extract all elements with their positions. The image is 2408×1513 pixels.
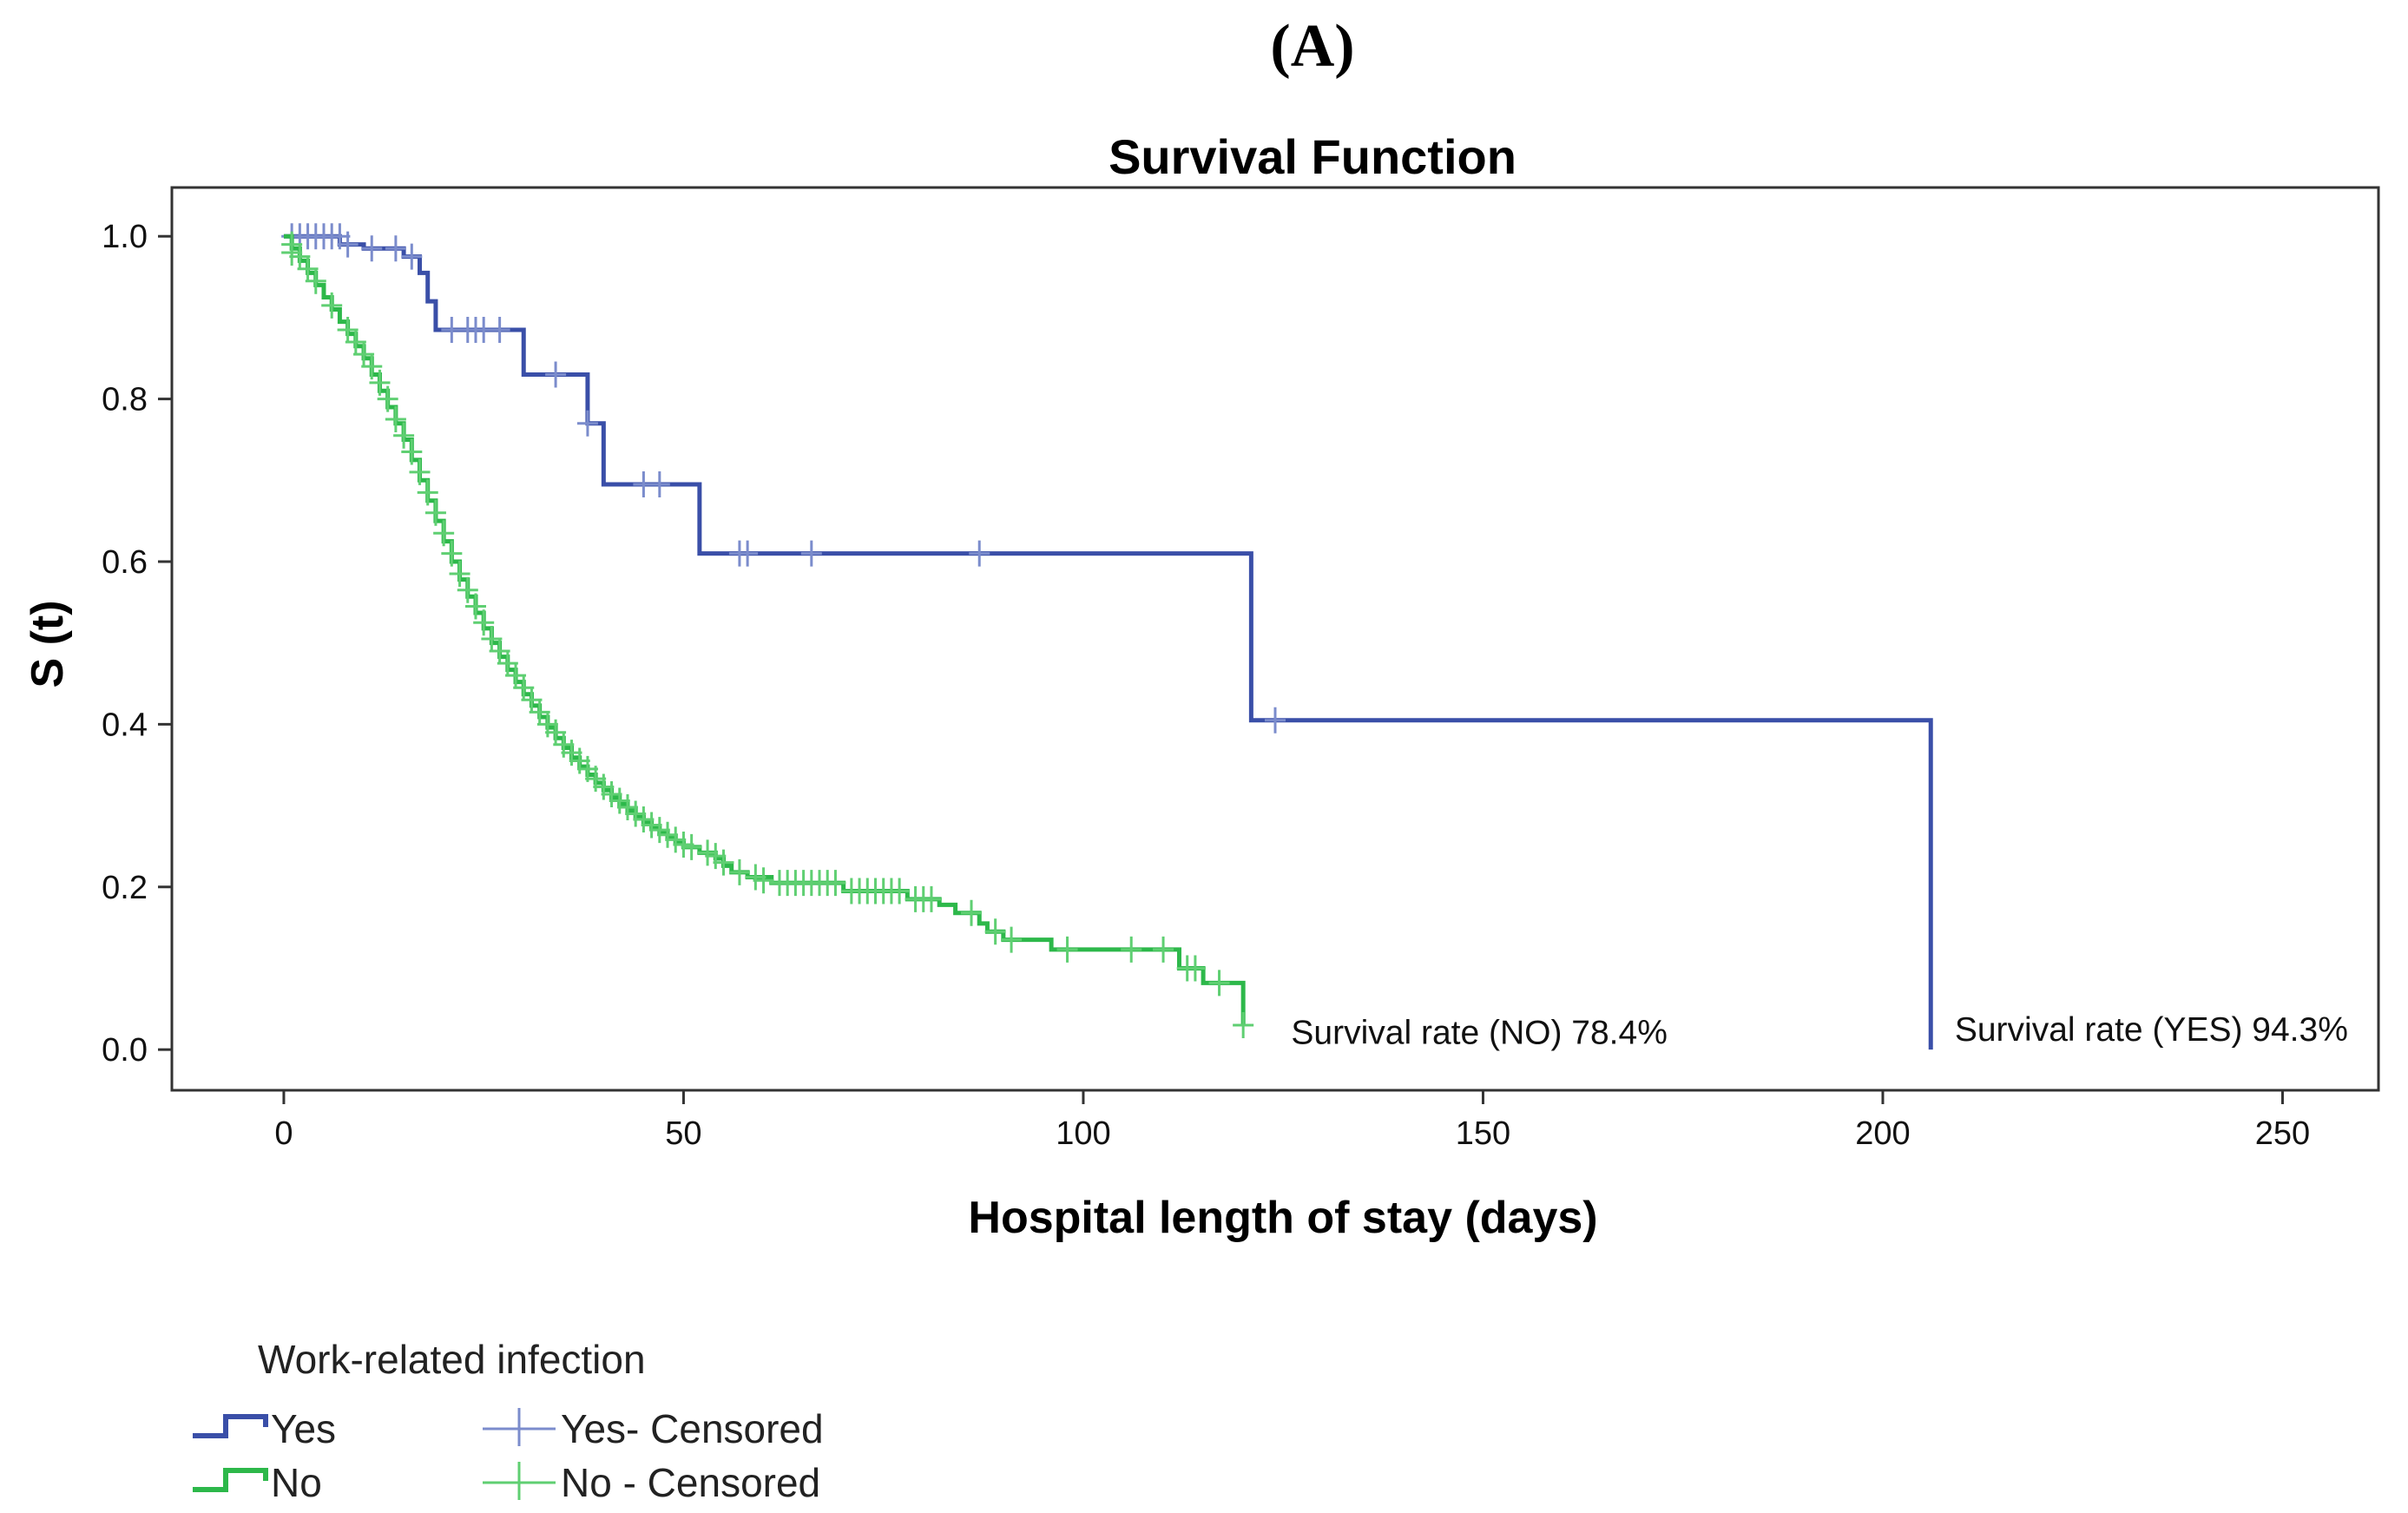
legend-swatch-censor — [483, 1462, 556, 1500]
censor-mark — [409, 458, 431, 485]
legend-swatch-censor — [483, 1408, 556, 1446]
censor-mark — [889, 878, 911, 905]
censor-mark — [489, 316, 510, 343]
y-axis-label: S (t) — [23, 600, 73, 687]
censor-mark — [576, 410, 598, 437]
legend-label: No — [271, 1460, 322, 1505]
censor-mark — [457, 576, 478, 603]
legend-entry-yes-censored: Yes- Censored — [483, 1406, 824, 1451]
censor-mark — [753, 867, 774, 894]
censor-mark — [449, 561, 470, 588]
series-group — [281, 223, 1933, 1050]
censor-mark — [728, 858, 750, 885]
censor-mark — [385, 406, 406, 433]
censor-mark — [1265, 707, 1286, 733]
censor-mark — [369, 369, 391, 396]
y-tick-label: 1.0 — [102, 219, 148, 255]
y-tick-label: 0.6 — [102, 544, 148, 581]
censor-mark — [984, 918, 1006, 945]
censor-mark — [1153, 936, 1174, 963]
panel-label: (A) — [1270, 13, 1354, 80]
censor-mark — [969, 540, 990, 567]
x-tick-label: 150 — [1456, 1115, 1510, 1152]
censor-mark — [321, 292, 343, 319]
x-axis-label: Hospital length of stay (days) — [968, 1193, 1597, 1243]
x-axis: 0 50 100 150 200 250 — [274, 1090, 2310, 1152]
x-tick-label: 250 — [2255, 1115, 2310, 1152]
censor-mark — [433, 520, 455, 547]
censor-mark — [305, 267, 326, 294]
censor-mark — [377, 385, 398, 412]
censor-mark — [648, 470, 670, 497]
y-tick-label: 0.8 — [102, 382, 148, 418]
legend-swatch-line — [193, 1414, 268, 1438]
censor-mark — [385, 235, 406, 262]
survival-rate-annotation: Survival rate (NO) 78.4% — [1291, 1015, 1667, 1052]
series-no — [281, 231, 1254, 1039]
censor-mark — [401, 243, 423, 270]
censor-mark — [424, 499, 446, 526]
censor-mark — [545, 361, 567, 388]
legend-swatch-line — [193, 1468, 268, 1492]
censor-mark — [473, 609, 495, 636]
censor-mark — [1233, 1012, 1254, 1039]
censor-mark — [464, 593, 486, 620]
legend-entry-yes: Yes — [193, 1406, 336, 1451]
censor-mark — [417, 479, 438, 506]
x-tick-label: 50 — [665, 1115, 701, 1152]
y-axis: 0.0 0.2 0.4 0.6 0.8 1.0 — [102, 219, 172, 1069]
legend-label: No - Censored — [561, 1460, 820, 1505]
censor-mark — [393, 422, 415, 449]
censor-mark — [1001, 926, 1023, 953]
censor-mark — [737, 540, 759, 567]
censor-mark — [1121, 936, 1142, 963]
censor-mark — [681, 833, 702, 860]
legend-label: Yes — [271, 1406, 336, 1451]
censor-mark — [361, 235, 383, 262]
y-tick-label: 0.0 — [102, 1032, 148, 1069]
y-tick-label: 0.2 — [102, 870, 148, 906]
legend-title: Work-related infection — [258, 1337, 646, 1382]
censor-mark — [1056, 936, 1078, 963]
censor-mark — [1184, 955, 1206, 982]
legend-entry-no-censored: No - Censored — [483, 1460, 820, 1505]
legend: Work-related infection Yes Yes- Censored N… — [193, 1337, 824, 1505]
x-tick-label: 100 — [1056, 1115, 1110, 1152]
survival-rate-annotation: Survival rate (YES) 94.3% — [1955, 1011, 2348, 1049]
censor-mark — [337, 231, 359, 258]
censor-mark — [401, 438, 423, 465]
censor-mark — [713, 849, 734, 876]
censor-mark — [825, 870, 846, 897]
censor-mark — [800, 540, 822, 567]
legend-entry-no: No — [193, 1460, 322, 1505]
censor-mark — [441, 540, 463, 567]
x-tick-label: 200 — [1855, 1115, 1910, 1152]
legend-label: Yes- Censored — [561, 1406, 824, 1451]
plot-frame — [170, 186, 2380, 1092]
censor-mark — [361, 353, 383, 380]
censor-mark — [920, 885, 942, 912]
censor-mark — [1208, 970, 1230, 997]
y-tick-label: 0.4 — [102, 707, 148, 743]
chart-title: Survival Function — [1109, 129, 1517, 184]
annotations-group: Survival rate (NO) 78.4% Survival rate (Y… — [1291, 1011, 2347, 1052]
x-tick-label: 0 — [274, 1115, 293, 1152]
censor-mark — [961, 899, 983, 926]
